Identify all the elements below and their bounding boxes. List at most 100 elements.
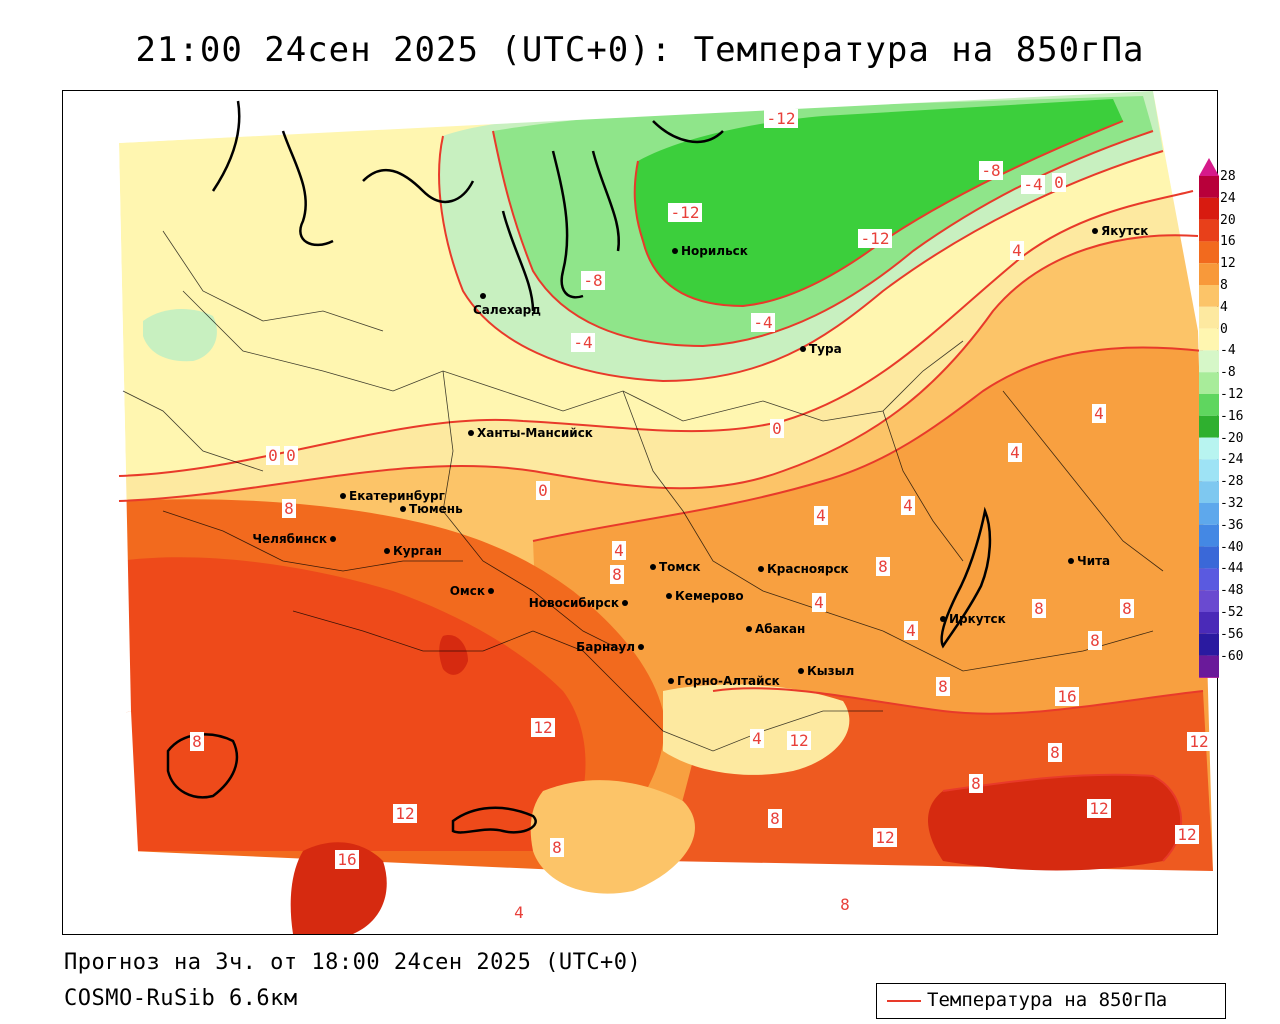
legend: Температура на 850гПа <box>876 983 1226 1019</box>
isotherm-label: 8 <box>938 677 948 696</box>
isotherm-label-bg <box>936 677 950 696</box>
city-label: Якутск <box>1101 224 1148 238</box>
isotherm-label: 16 <box>337 850 356 869</box>
colorbar-swatch <box>1199 568 1219 591</box>
model-name: COSMO-RuSib 6.6км <box>64 986 298 1011</box>
city-dot <box>668 678 674 684</box>
isotherm-labels: -12-12-12-8-4 0-8-4-40 0004444444488888888… <box>190 109 1211 922</box>
isotherm-label-bg <box>1010 241 1024 260</box>
colorbar-swatch <box>1199 241 1219 264</box>
city-dot <box>650 564 656 570</box>
city-label: Новосибирск <box>529 596 619 610</box>
isotherm-label-bg <box>787 731 811 750</box>
isotherm-label: 0 <box>1054 173 1064 192</box>
isotherm-label-bg <box>266 446 280 465</box>
zone-green-patch-west <box>143 309 217 362</box>
legend-label: Температура на 850гПа <box>927 989 1168 1011</box>
colorbar-swatch <box>1199 459 1219 482</box>
city-label: Курган <box>393 544 442 558</box>
colorbar-swatch <box>1199 306 1219 329</box>
colorbar-tick-label: -16 <box>1220 408 1244 424</box>
colorbar-tick-label: -56 <box>1220 626 1244 642</box>
city-dot <box>480 293 486 299</box>
isotherm-label-bg <box>571 333 595 352</box>
colorbar-tick-label: 16 <box>1220 234 1236 250</box>
colorbar-tick-label: -20 <box>1220 430 1244 446</box>
isotherm-label: 0 <box>286 446 296 465</box>
colorbar-swatch <box>1199 197 1219 220</box>
isotherm-label-bg <box>1092 404 1106 423</box>
colorbar-max-arrow <box>1199 158 1219 176</box>
coastlines <box>166 100 992 834</box>
isotherm-label: 8 <box>552 838 562 857</box>
colorbar-swatch <box>1199 590 1219 612</box>
city-dot <box>340 493 346 499</box>
city-dot <box>666 593 672 599</box>
city-dot <box>468 430 474 436</box>
isotherm-label-bg <box>904 621 918 640</box>
isotherm-label: -8 <box>981 161 1000 180</box>
colorbar-tick-label: 4 <box>1220 299 1228 315</box>
map-panel: -12 -12 -12 -8 -4 0 -8 -4 -4 0 0 0 0 4 4 4 4 4 4 4 4 8 8 8 8 8 8 8 8… <box>62 90 1218 935</box>
isotherm-label: -12 <box>767 109 796 128</box>
isotherm-label: 12 <box>533 718 552 737</box>
colorbar-swatch <box>1199 415 1219 438</box>
city-label: Кемерово <box>675 589 744 603</box>
city-label: Иркутск <box>949 612 1006 626</box>
isotherm-label: -12 <box>671 203 700 222</box>
isotherm-label-bg <box>1120 599 1134 618</box>
isotherm-label-bg <box>335 850 359 869</box>
isotherm-label-bg <box>873 828 897 847</box>
isotherm-label-bg <box>536 481 550 500</box>
city-label: Норильск <box>681 244 748 258</box>
colorbar-tick-label: -36 <box>1220 517 1244 533</box>
city-label: Чита <box>1077 554 1110 568</box>
colorbar-swatch <box>1199 350 1219 373</box>
isotherm-label-bg <box>1048 743 1062 762</box>
city-dot <box>330 536 336 542</box>
isotherm-label-bg <box>1008 443 1022 462</box>
isotherm-label: 16 <box>1057 687 1076 706</box>
city-dot <box>672 248 678 254</box>
isotherm-label-bg <box>969 774 983 793</box>
zone-red-16-east <box>928 774 1182 871</box>
colorbar-tick-label: -32 <box>1220 496 1244 511</box>
isotherm-label-bg <box>282 499 296 518</box>
zone-red-orange <box>119 557 586 851</box>
city-dot <box>1092 228 1098 234</box>
isotherm-label: 4 <box>816 506 826 525</box>
zone-light-orange-south <box>530 780 695 894</box>
zone-red-16-west <box>290 842 387 934</box>
city-label: Абакан <box>755 622 805 636</box>
isotherm-label: 8 <box>284 499 294 518</box>
zone-deep-green <box>634 99 1123 306</box>
colorbar-swatch <box>1199 437 1219 460</box>
city-dot <box>758 566 764 572</box>
colorbar-tick-label: 12 <box>1220 256 1236 272</box>
isotherm-label-bg <box>812 593 826 612</box>
colorbar-swatch <box>1199 176 1219 198</box>
isotherm-label: 12 <box>1177 825 1196 844</box>
isotherm-label: 12 <box>1189 732 1208 751</box>
colorbar-swatch <box>1199 372 1219 394</box>
colorbar-swatch <box>1199 524 1219 547</box>
isotherm-label-bg <box>858 229 892 248</box>
isotherm-label: 8 <box>1034 599 1044 618</box>
isotherm-label: 4 <box>906 621 916 640</box>
isotherm-label: 8 <box>840 895 850 914</box>
isotherm-label: 8 <box>1090 631 1100 650</box>
isotherm-label: 4 <box>614 541 624 560</box>
isotherm-label-bg <box>764 109 798 128</box>
city-dot <box>384 548 390 554</box>
isotherm-label-bg <box>1175 825 1199 844</box>
temperature-field <box>119 91 1213 934</box>
colorbar-swatch <box>1199 655 1219 678</box>
isotherm-label-bg <box>190 732 204 751</box>
colorbar-swatch <box>1199 285 1219 307</box>
isotherm-label: 8 <box>192 732 202 751</box>
isotherm-label-bg <box>751 313 775 332</box>
colorbar-min-arrow <box>1199 677 1219 678</box>
city-label: Салехард <box>473 303 541 317</box>
isotherm-label: 0 <box>538 481 548 500</box>
isotherm-label: 4 <box>903 496 913 515</box>
